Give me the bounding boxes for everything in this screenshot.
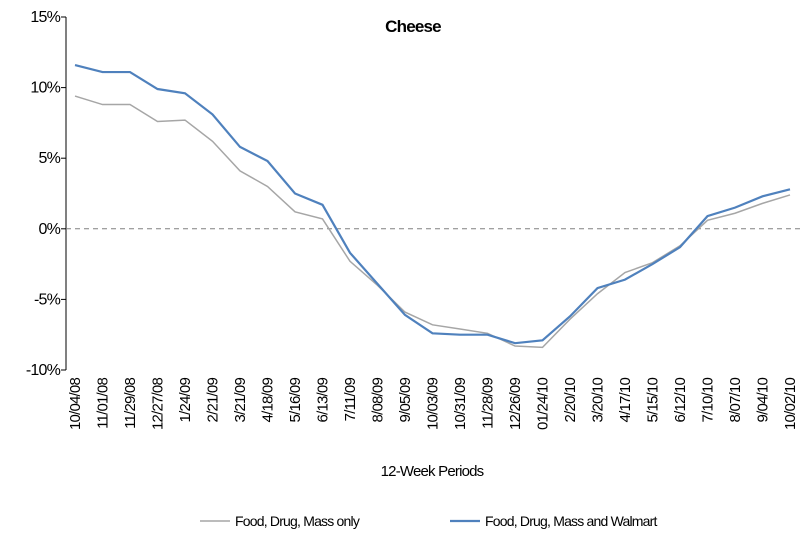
series-line: [74, 95, 791, 349]
x-tick-label: 4/17/10: [617, 378, 634, 423]
x-tick-label: 9/05/09: [397, 378, 414, 423]
x-tick-label: 10/02/10: [782, 378, 799, 430]
series-line: [74, 63, 791, 345]
x-tick-label: 10/04/08: [67, 378, 84, 430]
x-tick-label: 9/04/10: [755, 378, 772, 423]
x-tick-label: 3/20/10: [590, 378, 607, 423]
x-tick-label: 6/13/09: [315, 378, 332, 423]
x-tick-label: 12/26/09: [507, 378, 524, 430]
chart-title: Cheese: [385, 17, 441, 36]
y-tick-label: 5%: [38, 150, 60, 167]
x-tick-label: 8/08/09: [370, 378, 387, 423]
x-tick-label: 11/01/08: [95, 378, 112, 429]
x-tick-label: 2/21/09: [205, 378, 222, 423]
y-tick-label: 0%: [38, 221, 60, 238]
x-tick-label: 12/27/08: [150, 378, 167, 430]
x-tick-label: 10/31/09: [452, 378, 469, 430]
x-tick-label: 01/24/10: [535, 378, 552, 430]
x-axis-label: 12-Week Periods: [381, 463, 484, 480]
y-tick-label: -5%: [34, 291, 61, 308]
x-tick-label: 8/07/10: [727, 378, 744, 423]
x-tick-label: 7/11/09: [342, 378, 359, 422]
x-tick-label: 1/24/09: [177, 378, 194, 423]
x-tick-label: 2/20/10: [562, 378, 579, 423]
x-tick-label: 10/03/09: [425, 378, 442, 430]
legend-label: Food, Drug, Mass only: [235, 513, 360, 529]
x-tick-label: 11/29/08: [122, 378, 139, 429]
y-tick-label: -10%: [26, 362, 61, 379]
x-tick-label: 5/16/09: [287, 378, 304, 423]
legend-label: Food, Drug, Mass and Walmart: [485, 513, 658, 529]
x-tick-label: 11/28/09: [480, 378, 497, 429]
y-tick-label: 10%: [30, 80, 60, 97]
x-tick-label: 7/10/10: [700, 378, 717, 423]
x-tick-label: 4/18/09: [260, 378, 277, 423]
x-tick-label: 5/15/10: [645, 378, 662, 423]
x-tick-label: 6/12/10: [672, 378, 689, 423]
y-tick-label: 15%: [30, 9, 60, 26]
x-tick-label: 3/21/09: [232, 378, 249, 423]
